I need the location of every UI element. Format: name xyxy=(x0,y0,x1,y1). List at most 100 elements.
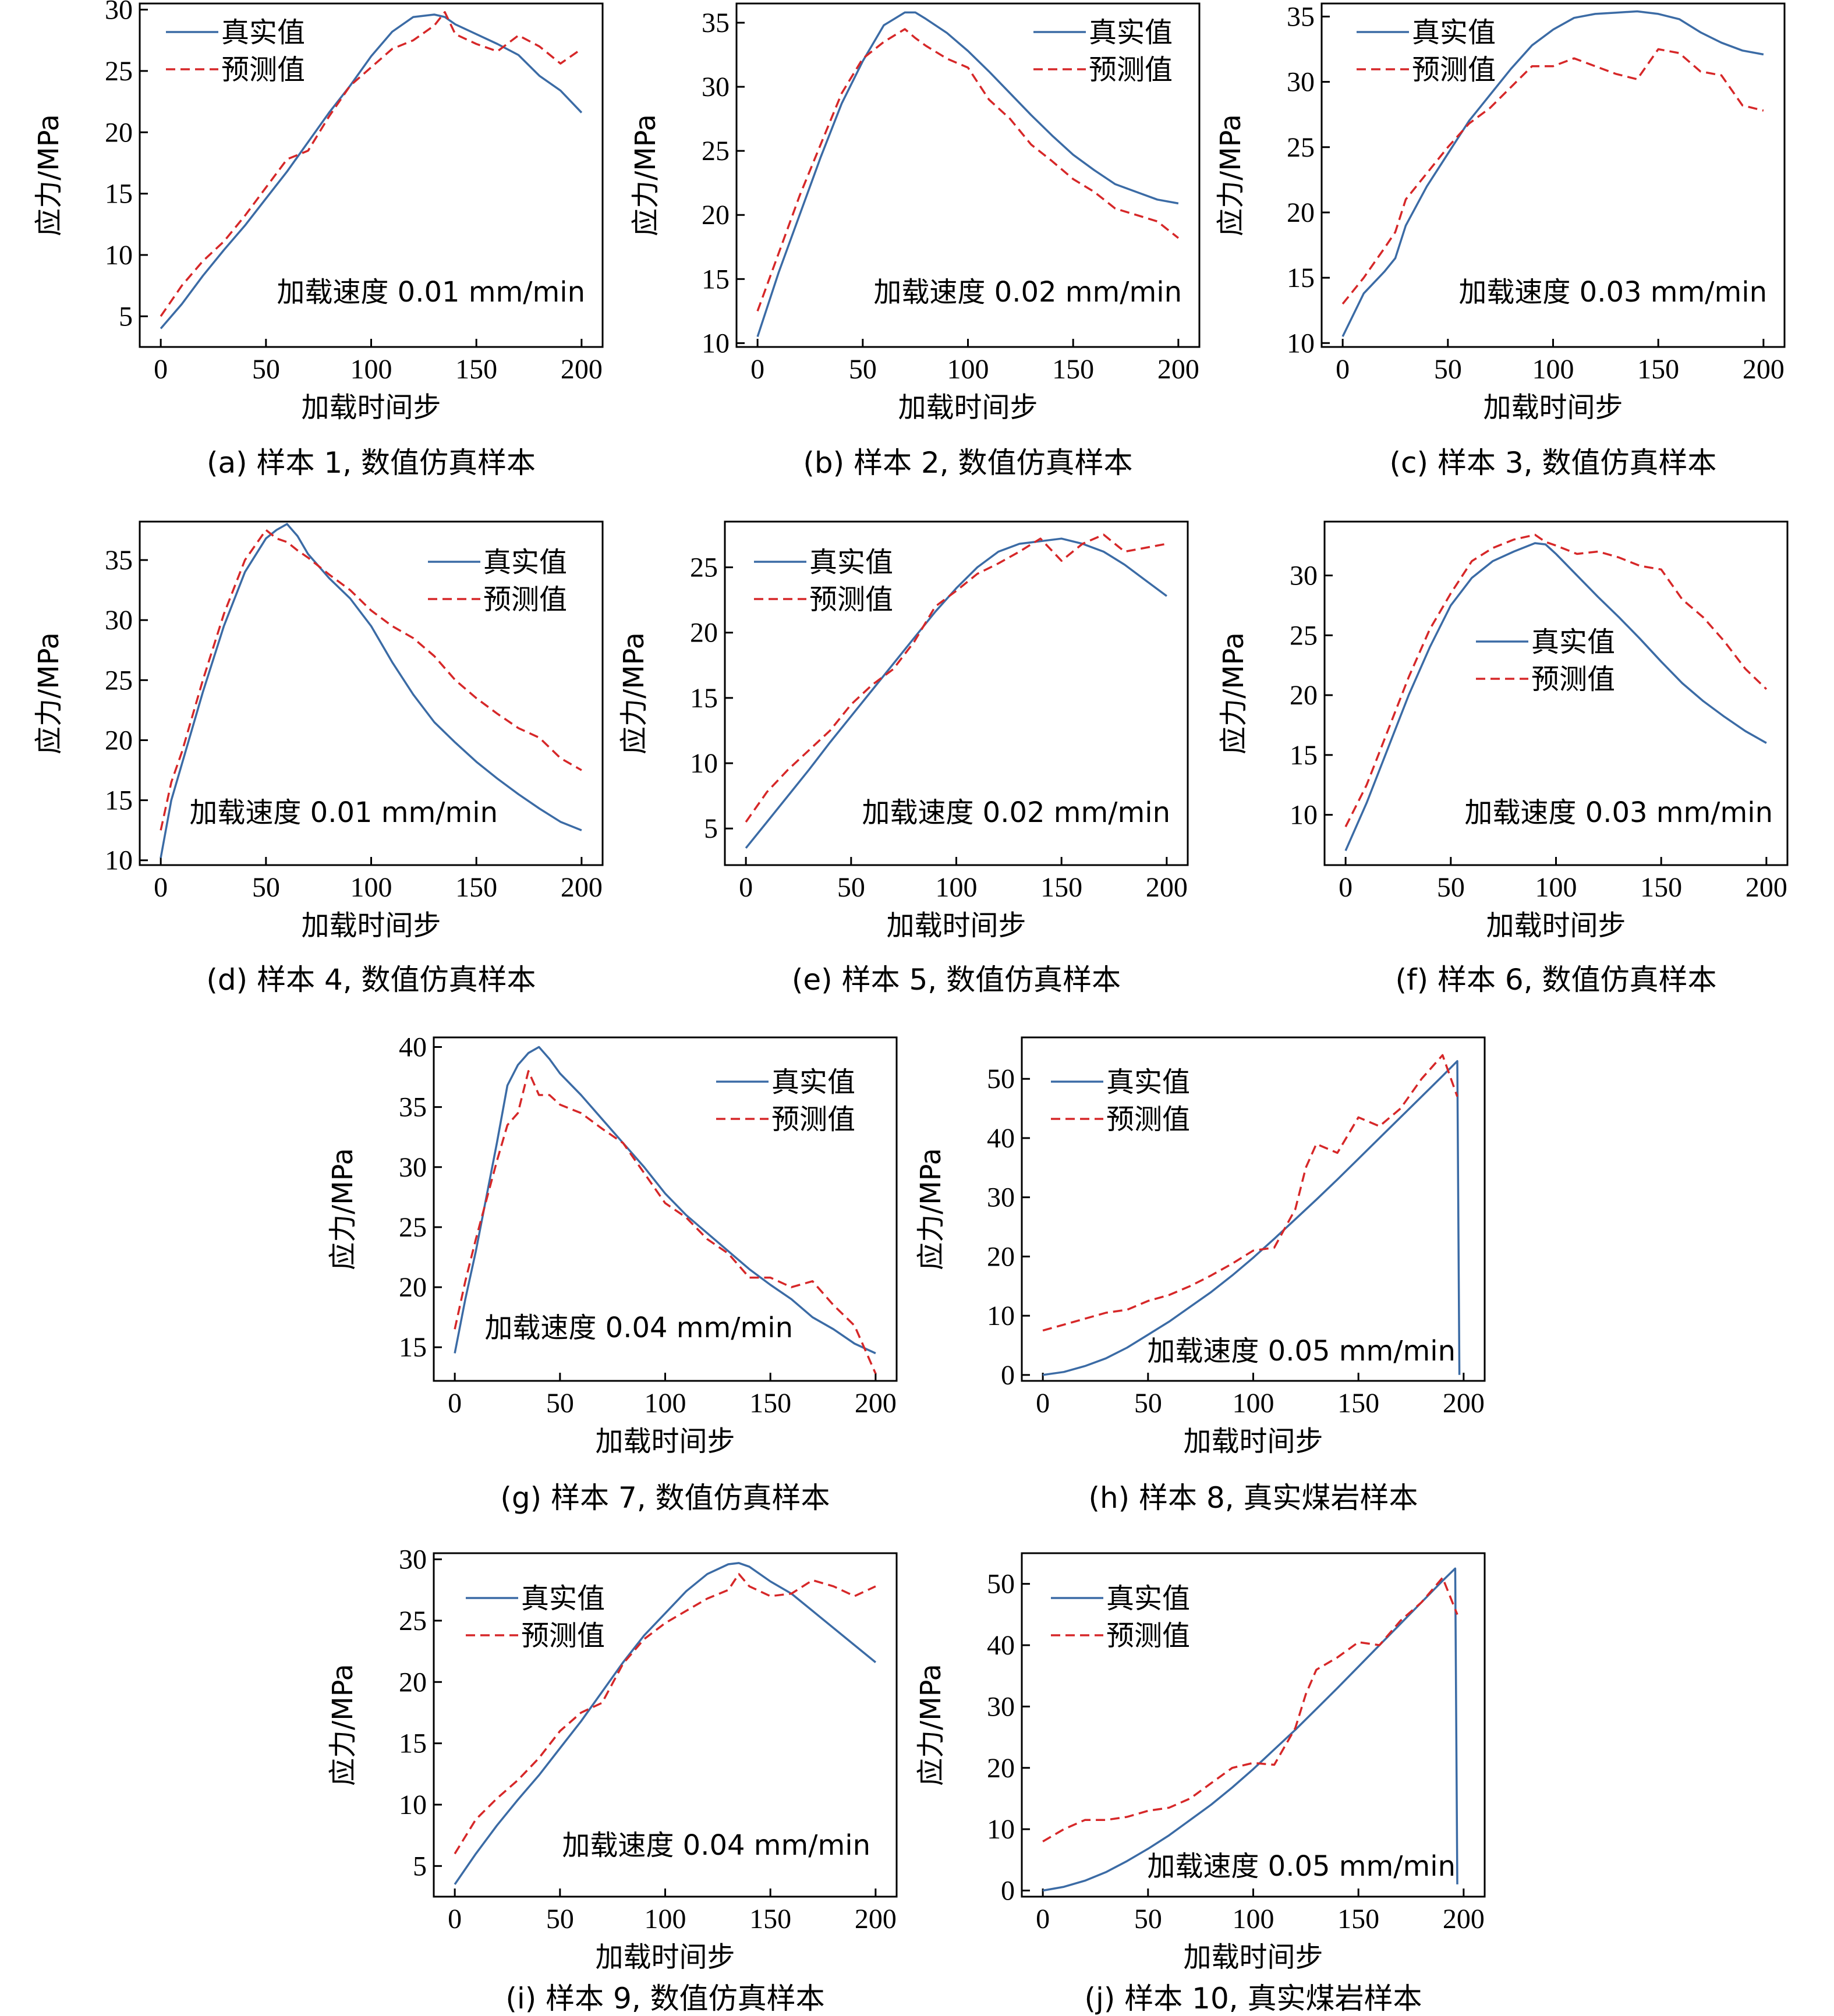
y-tick-label: 25 xyxy=(690,552,718,583)
chart-panel-9: 0 50 100 150 200 5 10 15 20 25 30 加载时间步 应力/MPa 真实值预测值… xyxy=(327,1544,898,2015)
y-tick-label: 25 xyxy=(399,1606,427,1636)
y-tick-label: 15 xyxy=(399,1332,427,1363)
x-tick-label: 100 xyxy=(1233,1388,1274,1419)
y-tick-label: 20 xyxy=(105,725,133,756)
y-tick-label: 35 xyxy=(399,1092,427,1123)
x-tick-label: 50 xyxy=(546,1388,574,1419)
y-tick-label: 20 xyxy=(690,618,718,649)
legend-label-true: 真实值 xyxy=(1106,1582,1190,1615)
x-tick-label: 50 xyxy=(849,354,877,385)
x-axis-label: 加载时间步 xyxy=(301,391,441,424)
y-tick-label: 10 xyxy=(399,1790,427,1820)
y-tick-label: 15 xyxy=(105,785,133,816)
loading-rate-annotation: 加载速度 0.04 mm/min xyxy=(562,1829,870,1862)
y-tick-label: 30 xyxy=(702,72,730,102)
chart-panel-6: 0 50 100 150 200 10 15 20 25 30 加载时间步 应力/MPa 真实值预测值加… xyxy=(1217,520,1789,997)
y-tick-label: 30 xyxy=(1290,561,1318,591)
series-predicted-line xyxy=(1341,48,1764,305)
legend-label-predicted: 预测值 xyxy=(483,583,567,616)
y-tick-label: 30 xyxy=(105,605,133,636)
legend-label-predicted: 预测值 xyxy=(1106,1620,1190,1652)
legend-label-predicted: 预测值 xyxy=(1089,54,1173,86)
loading-rate-annotation: 加载速度 0.02 mm/min xyxy=(862,796,1170,829)
x-tick-label: 200 xyxy=(561,872,603,903)
series-true-line xyxy=(745,537,1167,849)
y-tick-label: 30 xyxy=(1287,67,1315,98)
x-axis-label: 加载时间步 xyxy=(1183,1425,1323,1458)
legend-label-predicted: 预测值 xyxy=(221,54,305,86)
x-tick-label: 50 xyxy=(1437,872,1465,903)
x-axis-label: 加载时间步 xyxy=(301,909,441,942)
y-tick-label: 35 xyxy=(105,545,133,576)
legend-label-true: 真实值 xyxy=(809,546,893,579)
panel-caption: (a) 样本 1, 数值仿真样本 xyxy=(207,446,536,480)
loading-rate-annotation: 加载速度 0.04 mm/min xyxy=(484,1312,793,1344)
y-tick-label: 25 xyxy=(1287,132,1315,163)
y-tick-label: 20 xyxy=(987,1753,1015,1784)
y-tick-label: 0 xyxy=(1001,1360,1015,1391)
legend-label-true: 真实值 xyxy=(771,1066,855,1099)
legend-label-predicted: 预测值 xyxy=(1412,54,1496,86)
x-tick-label: 150 xyxy=(1637,354,1679,385)
legend-label-true: 真实值 xyxy=(521,1582,605,1615)
y-tick-label: 20 xyxy=(702,200,730,231)
x-tick-label: 150 xyxy=(1337,1388,1379,1419)
loading-rate-annotation: 加载速度 0.05 mm/min xyxy=(1147,1850,1456,1883)
y-tick-label: 20 xyxy=(987,1241,1015,1272)
y-tick-label: 15 xyxy=(399,1728,427,1759)
x-tick-label: 50 xyxy=(252,872,280,903)
y-tick-label: 30 xyxy=(105,0,133,26)
y-tick-label: 20 xyxy=(1290,680,1318,711)
x-tick-label: 0 xyxy=(750,354,764,385)
loading-rate-annotation: 加载速度 0.03 mm/min xyxy=(1464,796,1773,829)
y-tick-label: 25 xyxy=(702,136,730,166)
x-tick-label: 200 xyxy=(1146,872,1188,903)
panel-caption: (e) 样本 5, 数值仿真样本 xyxy=(792,963,1121,997)
x-tick-label: 100 xyxy=(936,872,978,903)
legend-label-true: 真实值 xyxy=(1412,16,1496,49)
y-tick-label: 10 xyxy=(690,748,718,779)
y-tick-label: 10 xyxy=(105,240,133,271)
x-tick-label: 200 xyxy=(855,1904,897,1934)
panel-caption: (h) 样本 8, 真实煤岩样本 xyxy=(1088,1481,1418,1515)
y-tick-label: 0 xyxy=(1001,1875,1015,1906)
panel-caption: (i) 样本 9, 数值仿真样本 xyxy=(505,1982,824,2015)
y-tick-label: 25 xyxy=(1290,620,1318,651)
y-tick-label: 50 xyxy=(987,1064,1015,1094)
panel-caption: (f) 样本 6, 数值仿真样本 xyxy=(1395,963,1716,997)
x-axis-label: 加载时间步 xyxy=(898,391,1038,424)
series-predicted-line xyxy=(160,11,582,317)
legend-label-true: 真实值 xyxy=(1531,626,1615,658)
x-axis-label: 加载时间步 xyxy=(595,1425,735,1458)
x-tick-label: 100 xyxy=(350,872,392,903)
y-axis-label: 应力/MPa xyxy=(33,632,65,754)
x-tick-label: 0 xyxy=(154,354,168,385)
y-tick-label: 35 xyxy=(1287,1,1315,32)
panel-caption: (g) 样本 7, 数值仿真样本 xyxy=(500,1481,830,1515)
x-tick-label: 100 xyxy=(350,354,392,385)
y-axis-label: 应力/MPa xyxy=(33,114,65,236)
series-true-line xyxy=(1341,10,1764,337)
y-axis-label: 应力/MPa xyxy=(915,1148,947,1270)
x-tick-label: 100 xyxy=(947,354,989,385)
legend-label-predicted: 预测值 xyxy=(521,1620,605,1652)
x-tick-label: 100 xyxy=(1532,354,1574,385)
x-tick-label: 50 xyxy=(837,872,865,903)
legend-label-predicted: 预测值 xyxy=(1531,663,1615,696)
panel-caption: (d) 样本 4, 数值仿真样本 xyxy=(206,963,536,997)
x-tick-label: 50 xyxy=(546,1904,574,1934)
chart-panel-5: 0 50 100 150 200 5 10 15 20 25 加载时间步 应力/MPa 真实值预测值加载… xyxy=(618,520,1189,997)
y-tick-label: 10 xyxy=(105,845,133,876)
chart-panel-10: 0 50 100 150 200 0 10 20 30 40 50 加载时间步 应力/MPa 真实值预测值… xyxy=(915,1552,1486,2015)
x-tick-label: 200 xyxy=(855,1388,897,1419)
x-tick-label: 200 xyxy=(1743,354,1785,385)
loading-rate-annotation: 加载速度 0.01 mm/min xyxy=(277,276,585,309)
chart-panel-8: 0 50 100 150 200 0 10 20 30 40 50 加载时间步 应力/MPa 真实值预测值… xyxy=(915,1036,1486,1515)
legend-label-true: 真实值 xyxy=(483,546,567,579)
panel-caption: (j) 样本 10, 真实煤岩样本 xyxy=(1084,1982,1422,2015)
y-tick-label: 25 xyxy=(399,1212,427,1243)
y-axis-label: 应力/MPa xyxy=(618,632,650,754)
series-predicted-line xyxy=(1042,1054,1458,1332)
series-true-line xyxy=(1344,542,1767,852)
plot-frame xyxy=(1021,1552,1486,1898)
